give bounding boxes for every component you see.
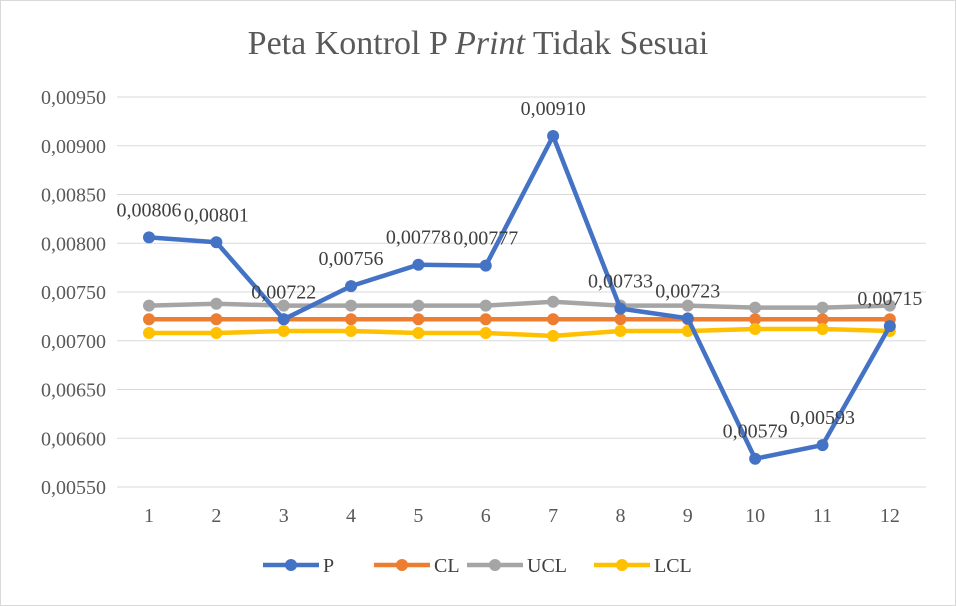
chart-title-prefix: Peta Kontrol P [248,25,447,62]
data-point-p [614,302,627,315]
legend-label-p: P [323,555,334,577]
data-point-lcl [412,326,425,339]
y-tick-label: 0,00650 [41,380,106,402]
x-tick-label: 10 [745,505,765,527]
y-axis: 0,00550 0,00600 0,00650 0,00700 0,00750 0,008… [41,87,106,499]
y-tick-label: 0,00600 [41,428,106,450]
legend-label-lcl: LCL [654,555,692,577]
legend: P CL UCL LCL [263,555,692,577]
data-label-p: 0,00777 [453,228,518,250]
data-point-lcl [547,329,560,342]
data-label-p: 0,00801 [184,204,249,226]
data-point-p [479,259,492,272]
series-line-lcl [146,326,893,339]
chart-title: Peta Kontrol P Print Tidak Sesuai [248,25,709,62]
legend-marker-cl [396,559,408,571]
data-point-cl [749,313,762,326]
data-point-ucl [749,301,762,314]
data-label-p: 0,00722 [251,281,316,303]
data-point-ucl [412,299,425,312]
legend-marker-lcl [616,559,628,571]
x-tick-label: 3 [279,505,289,527]
x-tick-label: 11 [813,505,832,527]
y-tick-label: 0,00850 [41,185,106,207]
data-point-p [883,320,896,333]
y-tick-label: 0,00700 [41,331,106,353]
data-point-ucl [547,295,560,308]
legend-marker-p [285,559,297,571]
x-tick-label: 5 [413,505,423,527]
x-tick-label: 12 [880,505,900,527]
data-label-p: 0,00910 [521,98,586,120]
y-tick-label: 0,00800 [41,233,106,255]
x-tick-label: 4 [346,505,356,527]
gridlines [117,96,926,488]
data-label-p: 0,00593 [790,407,855,429]
x-tick-label: 1 [144,505,154,527]
data-point-cl [412,313,425,326]
x-tick-label: 2 [211,505,221,527]
y-tick-label: 0,00550 [41,477,106,499]
x-axis: 1 2 3 4 5 6 7 8 9 10 11 12 [144,505,900,527]
data-point-p [681,312,694,325]
y-tick-label: 0,00950 [41,87,106,109]
data-point-ucl [277,299,290,312]
y-tick-label: 0,00750 [41,282,106,304]
data-point-lcl [277,325,290,337]
data-point-lcl [479,326,492,339]
chart-title-italic: Print [454,25,526,62]
legend-label-ucl: UCL [527,555,567,577]
legend-marker-ucl [489,559,501,571]
data-point-cl [479,313,492,326]
data-point-ucl [345,299,358,312]
data-point-p [412,258,425,271]
data-point-ucl [210,297,223,310]
data-point-lcl [749,323,762,336]
data-point-p [143,231,155,244]
x-tick-label: 6 [481,505,491,527]
data-point-p [816,439,829,452]
data-point-ucl [883,299,896,312]
series-line-p [146,133,893,461]
data-point-cl [210,313,223,326]
data-point-p [345,280,358,293]
data-point-lcl [614,325,627,337]
data-point-ucl [143,299,155,312]
x-tick-label: 7 [548,505,558,527]
data-point-lcl [210,326,223,339]
data-point-ucl [816,301,829,314]
data-label-p: 0,00579 [723,421,788,443]
data-label-p: 0,00756 [319,248,384,270]
x-tick-label: 9 [683,505,693,527]
data-point-lcl [143,326,155,339]
data-point-cl [816,313,829,326]
data-point-ucl [681,299,694,312]
data-point-cl [345,313,358,326]
data-label-p: 0,00806 [117,199,182,221]
data-point-p [210,236,223,249]
series-lines [143,130,896,465]
data-label-p: 0,00723 [655,280,720,302]
legend-label-cl: CL [434,555,460,577]
data-point-p [547,130,560,142]
data-label-p: 0,00715 [857,288,922,310]
data-point-cl [614,313,627,326]
data-label-p: 0,00778 [386,227,451,249]
chart-title-suffix: Tidak Sesuai [533,25,708,62]
data-point-lcl [816,323,829,336]
data-point-p [277,313,290,326]
data-point-ucl [479,299,492,312]
y-tick-label: 0,00900 [41,136,106,158]
data-point-cl [547,313,560,326]
data-point-lcl [345,325,358,337]
data-point-p [749,452,762,465]
data-point-cl [143,313,155,326]
x-tick-label: 8 [615,505,625,527]
data-label-p: 0,00733 [588,271,653,293]
